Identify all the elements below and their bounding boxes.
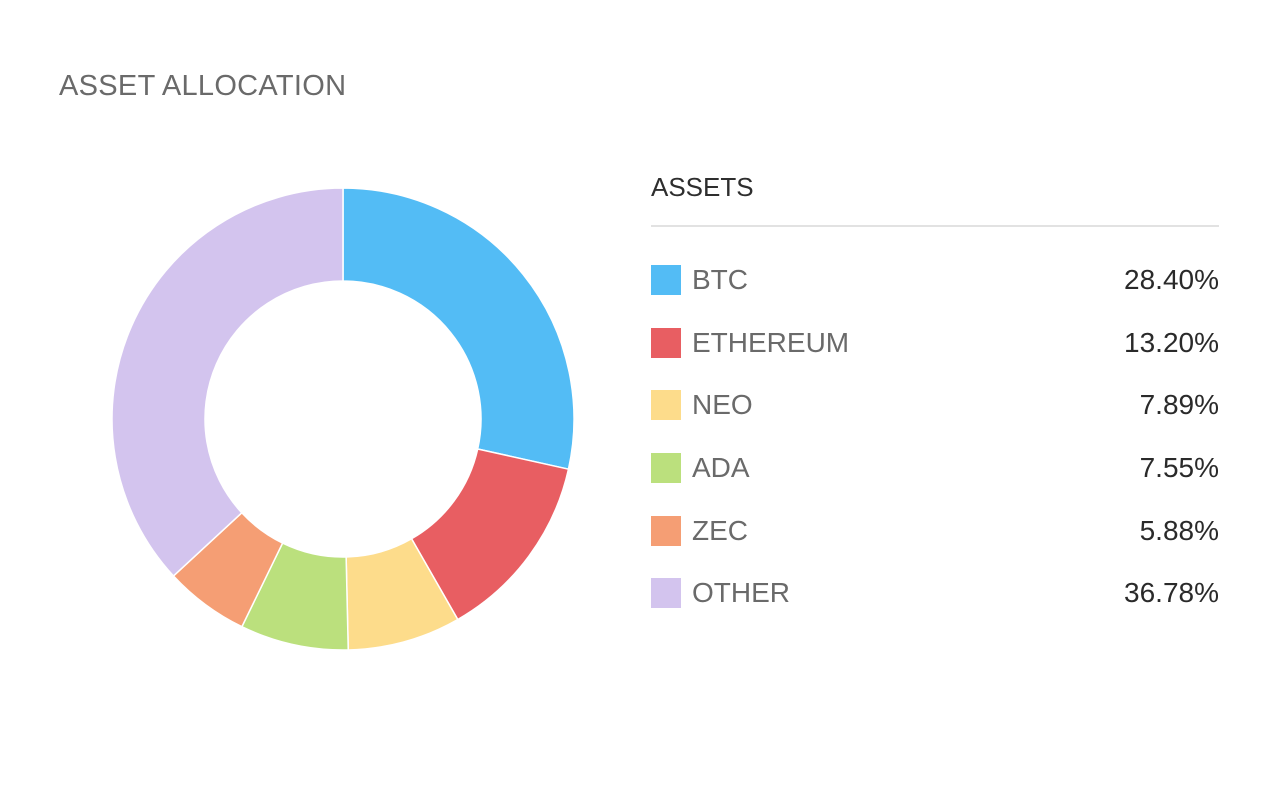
legend: ASSETS BTC 28.40% ETHEREUM 13.20% NEO 7.89% AD… [651, 166, 1219, 625]
legend-label-ada: ADA [692, 452, 750, 484]
slice-btc[interactable] [342, 187, 575, 471]
legend-swatch-ada [651, 453, 681, 484]
slice-other[interactable] [111, 187, 344, 578]
chart-title: ASSET ALLOCATION [59, 70, 347, 102]
legend-label-ethereum: ETHEREUM [692, 326, 850, 358]
legend-swatch-zec [651, 515, 681, 546]
legend-label-btc: BTC [692, 264, 748, 296]
legend-label-other: OTHER [692, 577, 790, 609]
legend-swatch-btc [651, 265, 681, 296]
legend-label-zec: ZEC [692, 514, 748, 546]
legend-value-neo: 7.89% [1139, 389, 1219, 421]
legend-item-other[interactable]: OTHER 36.78% [651, 562, 1219, 625]
legend-item-zec[interactable]: ZEC 5.88% [651, 499, 1219, 562]
legend-item-btc[interactable]: BTC 28.40% [651, 249, 1219, 312]
legend-rows: BTC 28.40% ETHEREUM 13.20% NEO 7.89% ADA 7.55% Z… [651, 249, 1219, 625]
legend-swatch-other [651, 578, 681, 609]
legend-item-neo[interactable]: NEO 7.89% [651, 374, 1219, 437]
legend-item-ethereum[interactable]: ETHEREUM 13.20% [651, 312, 1219, 375]
legend-value-ada: 7.55% [1139, 452, 1219, 484]
legend-swatch-neo [651, 390, 681, 421]
legend-item-ada[interactable]: ADA 7.55% [651, 437, 1219, 500]
legend-value-other: 36.78% [1124, 577, 1219, 609]
legend-value-zec: 5.88% [1139, 514, 1219, 546]
legend-value-ethereum: 13.20% [1124, 326, 1219, 358]
legend-swatch-ethereum [651, 327, 681, 358]
legend-label-neo: NEO [692, 389, 753, 421]
legend-value-btc: 28.40% [1124, 264, 1219, 296]
legend-header: ASSETS [651, 166, 1219, 227]
